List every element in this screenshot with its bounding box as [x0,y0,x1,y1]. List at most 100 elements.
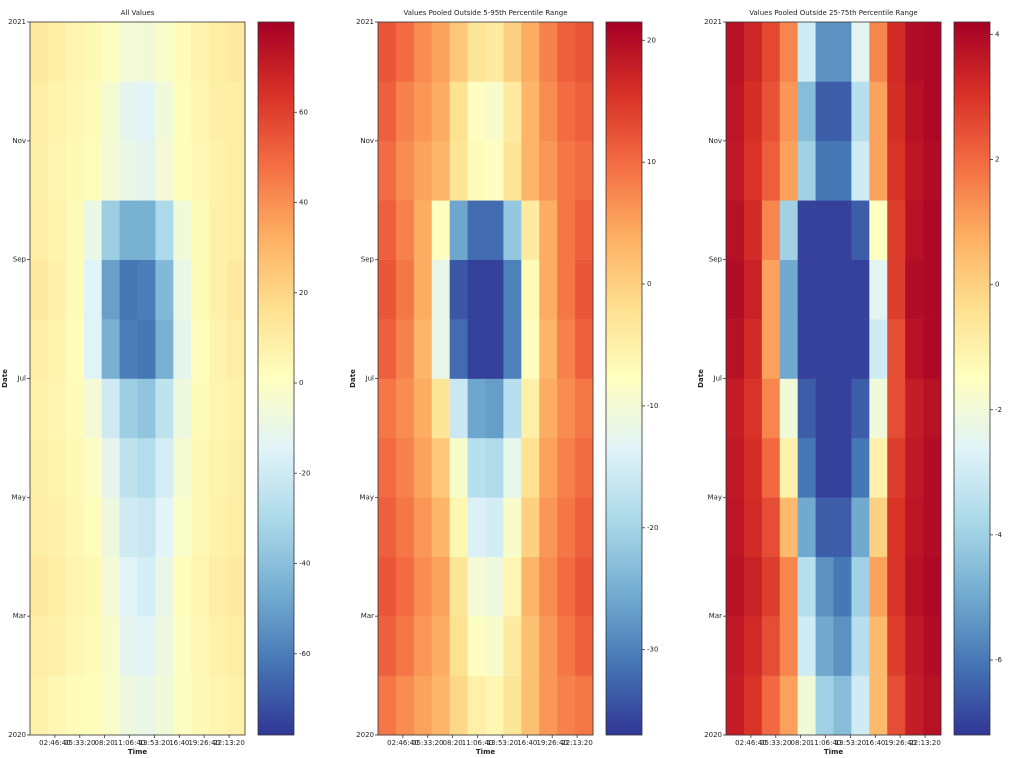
heat-cell [779,437,798,498]
heat-cell [539,140,558,201]
heat-cell [851,200,870,260]
heat-cell [485,378,504,439]
y-axis-label: Date [697,369,705,388]
heat-cell [191,140,210,201]
heat-cell [467,437,486,498]
heat-cell [923,556,942,617]
heat-cell [851,437,870,498]
heat-cell [65,259,85,320]
heat-cell [191,200,210,260]
heat-cell [378,200,397,260]
heat-cell [467,22,486,82]
heat-cell [395,259,415,320]
colorbar [257,21,295,736]
heat-cell [378,675,397,736]
heat-cell [191,22,210,82]
heat-cell [119,22,138,82]
heat-cell [743,200,763,260]
heat-cell [155,259,174,320]
heat-cell [851,319,870,379]
heat-cell [557,81,576,142]
heat-cell [137,675,156,736]
heat-cell [869,200,888,260]
heat-cell [761,259,781,320]
heat-cell [923,437,942,498]
heat-cell [47,616,67,676]
heat-cell [869,556,888,617]
heat-cell [797,437,816,498]
heat-cell [155,556,174,617]
heat-cell [378,556,397,617]
heat-cell [65,378,85,439]
heat-cell [413,556,433,617]
heat-cell [575,259,594,320]
colorbar-tick-label: 4 [995,31,1000,39]
heat-cell [155,497,174,558]
heat-cell [887,675,906,736]
heat-cell [467,81,486,142]
heat-cell [155,140,174,201]
heat-cell [761,319,781,379]
heat-cell [378,81,397,142]
heat-cell [209,319,228,379]
heat-cell [155,200,174,260]
y-axis-label: Date [1,369,9,388]
heat-cell [83,319,102,379]
heat-cell [503,200,522,260]
heat-cell [485,81,504,142]
heat-cell [833,140,852,201]
heat-cell [851,497,870,558]
heat-cell [905,140,924,201]
heat-cell [431,140,450,201]
heat-cell [30,675,49,736]
heat-cell [779,140,798,201]
heat-cell [503,378,522,439]
heat-cell [557,22,576,82]
heat-cell [833,497,852,558]
y-tick-label: Mar [709,612,722,620]
heat-cell [905,200,924,260]
heat-cell [503,437,522,498]
heat-cell [575,22,594,82]
heat-cell [539,319,558,379]
heat-cell [30,319,49,379]
y-tick-label: Mar [361,612,374,620]
heat-cell [413,22,433,82]
heat-cell [851,556,870,617]
colorbar-tick-label: -20 [299,469,310,477]
heat-cell [726,675,745,736]
heat-cell [539,259,558,320]
heat-cell [797,616,816,676]
heat-cell [521,675,540,736]
heat-cell [887,200,906,260]
heat-cell [83,200,102,260]
colorbar-tick-label: 0 [299,379,303,387]
y-tick-label: Nov [12,137,26,145]
heat-cell [137,616,156,676]
y-tick-label: Sep [361,256,375,264]
x-tick-label: 16:40 [865,739,885,747]
heat-cell [521,200,540,260]
colorbar-tick-label: 10 [647,158,656,166]
heat-cell [815,556,834,617]
heat-cell [65,616,85,676]
heat-cell [101,81,120,142]
heat-cell [413,81,433,142]
heat-cell [47,81,67,142]
heat-cell [726,200,745,260]
heat-cell [833,81,852,142]
heat-cell [503,22,522,82]
colorbar-tick-label: -4 [995,531,1003,539]
heat-cell [119,259,138,320]
heat-cell [923,378,942,439]
heat-cell [65,497,85,558]
heat-cell [851,22,870,82]
heat-cell [797,497,816,558]
colorbar-tick-label: 60 [299,108,308,116]
heat-cell [539,497,558,558]
heat-cell [191,259,210,320]
heat-cell [101,378,120,439]
heat-cell [395,22,415,82]
heat-cell [227,259,246,320]
heat-cell [485,437,504,498]
